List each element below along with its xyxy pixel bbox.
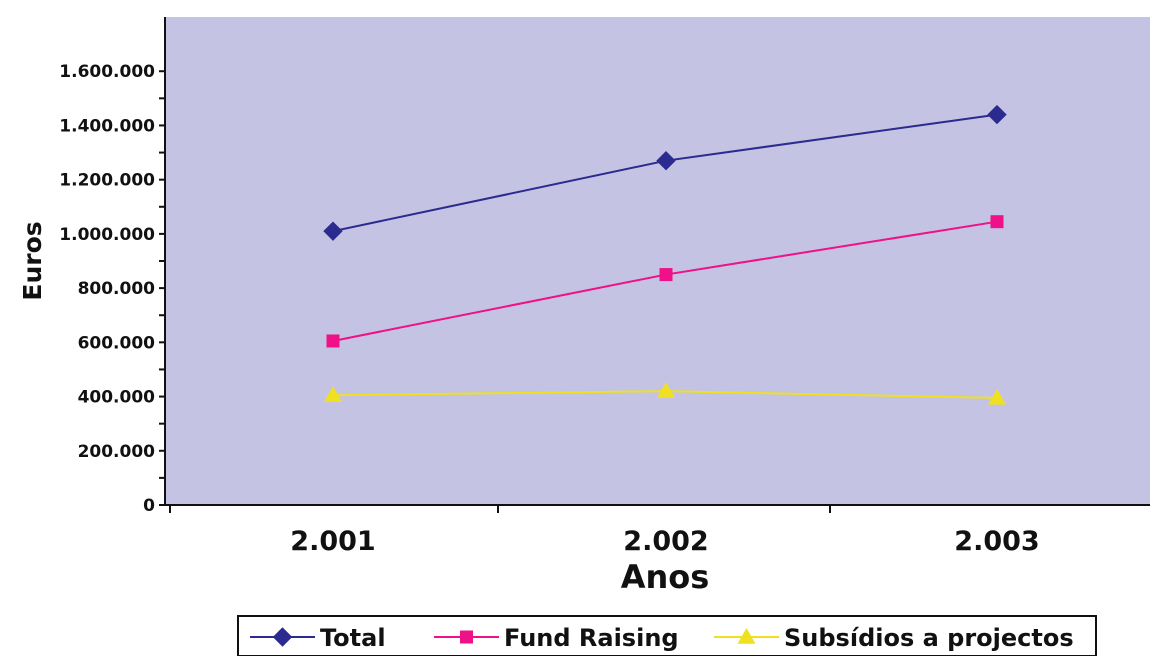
y-tick-label: 1.400.000 (59, 116, 155, 136)
series-0-point (987, 104, 1007, 125)
series-0-point (656, 150, 676, 171)
legend-marker-2 (737, 628, 756, 644)
y-tick-label: 200.000 (78, 442, 156, 462)
y-tick-label: 400.000 (78, 388, 156, 408)
x-category-label: 2.002 (623, 526, 708, 557)
series-1-point (659, 268, 673, 282)
x-category-label: 2.001 (290, 526, 375, 557)
series-2-point (657, 382, 675, 398)
legend: Total Fund Raising Subsídios a projectos (237, 615, 1097, 656)
series-0-point (323, 221, 343, 241)
y-tick-label: 1.600.000 (59, 62, 155, 82)
legend-marker-1 (460, 630, 473, 644)
legend-label-0: Total (320, 624, 386, 652)
y-tick-label: 600.000 (78, 333, 156, 353)
legend-box (237, 615, 1097, 656)
legend-label-1: Fund Raising (504, 624, 679, 652)
series-2-point (988, 388, 1006, 405)
x-category-label: 2.003 (954, 526, 1039, 557)
x-axis-ticks: 2.001 2.002 2.003 (169, 505, 1040, 557)
y-axis-ticks: 0 200.000 400.000 600.000 800.000 1.000.000 1.… (59, 62, 165, 516)
legend-marker-0 (272, 627, 293, 647)
y-tick-label: 0 (143, 496, 155, 516)
x-axis-title: Anos (621, 558, 710, 596)
series-1-point (326, 334, 340, 348)
y-tick-label: 1.000.000 (59, 225, 155, 245)
y-axis-title: Euros (18, 221, 47, 300)
legend-label-2: Subsídios a projectos (784, 624, 1074, 652)
plot-area (165, 17, 1150, 505)
y-tick-label: 800.000 (78, 279, 156, 299)
series-1-point (990, 215, 1004, 229)
series-2-point (324, 386, 342, 402)
series-layer (323, 104, 1007, 405)
y-tick-label: 1.200.000 (59, 171, 155, 191)
